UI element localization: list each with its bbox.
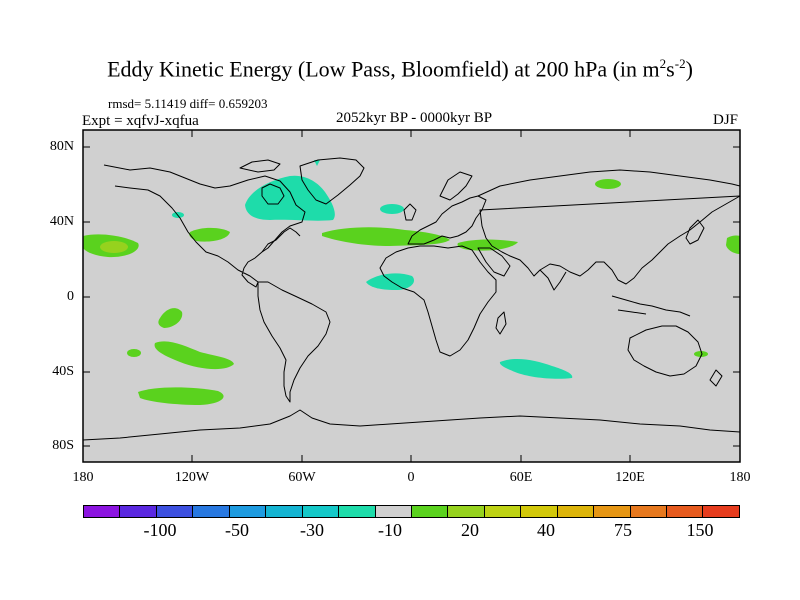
colorbar-label: 75: [614, 520, 632, 540]
coast-hudson: [261, 183, 285, 205]
colorbar-label: 20: [461, 520, 479, 540]
coast-south-america: [257, 281, 331, 403]
map-background: [83, 130, 740, 462]
lat-label-0: 0: [67, 289, 74, 304]
patch-pos-pacific-ne: [726, 235, 740, 254]
coast-europe: [407, 195, 487, 245]
coast-india: [539, 269, 567, 291]
anomaly-patches: [83, 160, 740, 405]
patch-neg-arctic: [314, 160, 320, 166]
patch-pos-australia: [694, 351, 708, 357]
colorbar-label: 150: [686, 520, 714, 540]
coast-scandinavia: [439, 171, 473, 201]
patch-pos-south-pacific-3: [127, 349, 141, 357]
colorbar-swatch: [193, 506, 230, 517]
colorbar-swatch: [667, 506, 704, 517]
stats-text: rmsd= 5.11419 diff= 0.659203: [108, 96, 268, 111]
colorbar-label: -10: [378, 520, 402, 540]
patch-pos-south-pacific-1: [158, 308, 183, 328]
coast-japan: [685, 219, 705, 245]
coast-asia: [477, 169, 741, 285]
coast-australia: [627, 325, 703, 377]
coast-antarctica: [82, 409, 741, 441]
season-label: DJF: [712, 112, 738, 128]
colorbar-label: -30: [300, 520, 324, 540]
patch-pos-gulf: [189, 227, 230, 242]
lon-label-60w: 60W: [288, 470, 316, 485]
colorbar-label: 40: [537, 520, 555, 540]
colorbar-swatch: [339, 506, 376, 517]
colorbar-swatch: [375, 506, 412, 517]
chart-title: Eddy Kinetic Energy (Low Pass, Bloomfiel…: [107, 56, 693, 82]
patch-pos-siberia: [595, 179, 621, 189]
period-label: 2052kyr BP - 0000kyr BP: [335, 110, 493, 126]
coast-arctic-islands: [239, 159, 281, 173]
lon-label-60e: 60E: [509, 470, 533, 485]
patch-pos-mideast: [457, 239, 518, 251]
patch-pos-south-pacific-4: [138, 387, 224, 405]
patch-neg-north-atlantic: [380, 204, 404, 214]
colorbar-swatch: [594, 506, 631, 517]
patch-neg-west-africa: [366, 273, 415, 290]
patch-pos-pacific-center: [100, 241, 128, 253]
colorbar-swatch: [557, 506, 595, 517]
coast-indonesia: [611, 295, 691, 317]
patch-neg-indian-ocean: [499, 359, 573, 379]
lat-label-80n: 80N: [49, 139, 74, 154]
lon-label-120e: 120E: [615, 470, 645, 485]
coast-greenland: [299, 157, 365, 205]
coast-north-america: [103, 164, 306, 288]
colorbar: [83, 505, 740, 518]
colorbar-swatch: [266, 506, 303, 517]
patch-pos-south-pacific-2: [154, 341, 234, 370]
coast-gulf-florida: [261, 227, 301, 253]
colorbar-label: -50: [225, 520, 249, 540]
colorbar-swatch: [156, 506, 194, 517]
coast-africa: [379, 245, 497, 357]
colorbar-swatch: [630, 506, 667, 517]
patch-neg-canada: [245, 175, 335, 221]
experiment-label: Expt = xqfvJ-xqfua: [82, 113, 199, 129]
lon-label-180w: 180: [72, 470, 94, 485]
colorbar-swatch: [120, 506, 157, 517]
colorbar-swatch: [302, 506, 340, 517]
colorbar-swatch: [484, 506, 522, 517]
colorbar-swatch: [703, 506, 739, 517]
lon-label-180e: 180: [729, 470, 751, 485]
colorbar-swatch: [521, 506, 558, 517]
coast-uk: [403, 203, 417, 221]
colorbar-swatch: [411, 506, 449, 517]
coastlines: [82, 157, 741, 441]
coast-new-zealand: [709, 369, 723, 387]
colorbar-label: -100: [143, 520, 177, 540]
axis-ticks: [83, 130, 740, 462]
coast-madagascar: [495, 311, 507, 335]
lat-label-40s: 40S: [52, 364, 74, 379]
colorbar-swatch: [229, 506, 267, 517]
lat-label-40n: 40N: [49, 214, 74, 229]
colorbar-swatch: [448, 506, 485, 517]
coast-arabia: [477, 247, 511, 277]
lon-label-120w: 120W: [174, 470, 210, 485]
lat-label-80s: 80S: [52, 438, 74, 453]
lon-label-0: 0: [407, 470, 415, 485]
colorbar-swatch: [84, 506, 121, 517]
